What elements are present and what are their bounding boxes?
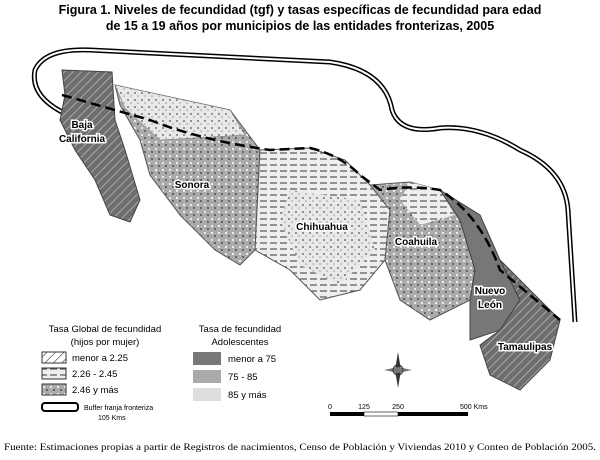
legend-label: 85 y más (228, 390, 267, 401)
state-label: León (478, 300, 502, 311)
region (114, 84, 246, 141)
legend-label: 105 Kms (98, 415, 126, 422)
legend-swatch (41, 383, 67, 396)
legend-label: 2.26 - 2.45 (72, 369, 117, 380)
scale-label: 125 (358, 404, 370, 411)
legend-swatch (193, 370, 221, 383)
legend-title: (hijos por mujer) (71, 337, 140, 348)
scale-label: 500 Kms (460, 404, 488, 411)
legend-swatch (193, 352, 221, 365)
legend-title: Tasa de fecundidad (199, 324, 281, 335)
legend-label: Buffer franja fronteriza (84, 405, 153, 412)
legend-title: Tasa Global de fecundidad (49, 324, 162, 335)
state-label: Coahuila (395, 237, 438, 248)
legend-swatch (193, 388, 221, 401)
state-label: California (59, 134, 106, 145)
state-label: Tamaulipas (498, 342, 553, 353)
scale-label: 0 (328, 404, 332, 411)
state-tamaulipas (479, 259, 561, 391)
border-line (61, 93, 561, 321)
legend-label: menor a 75 (228, 354, 276, 365)
legend-label: 2.46 y más (72, 385, 119, 396)
legend-label: 75 - 85 (228, 372, 258, 383)
scale-segment (398, 412, 468, 416)
state-label: Sonora (175, 180, 210, 191)
compass (384, 352, 412, 388)
title-line: Figura 1. Niveles de fecundidad (tgf) y … (59, 3, 542, 17)
legend-swatch (41, 351, 67, 364)
region (280, 190, 375, 285)
state-label: Chihuahua (296, 222, 348, 233)
source-note: Fuente: Estimaciones propias a partir de… (4, 442, 596, 452)
legend-label: menor a 2.25 (72, 353, 128, 364)
state-baja-california (59, 69, 141, 223)
state-nuevo-leon (439, 189, 521, 341)
title-line: de 15 a 19 años por municipios de las en… (106, 19, 494, 33)
scale-segment (330, 412, 364, 416)
legend-swatch (41, 402, 79, 412)
legend-swatch (41, 367, 67, 380)
scale-label: 250 (392, 404, 404, 411)
state-label: Nuevo (475, 286, 506, 297)
state-label: Baja (71, 120, 93, 131)
scale-segment (363, 411, 399, 417)
legend-title: Adolescentes (211, 337, 268, 348)
buffer-outline-inner (33, 48, 576, 323)
